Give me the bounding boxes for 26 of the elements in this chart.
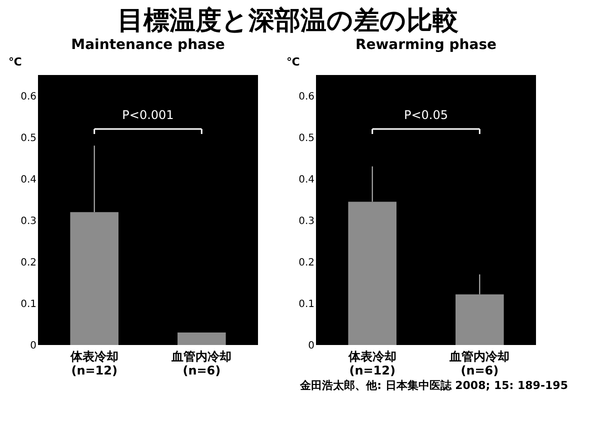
y-tick-label: 0.4 (20, 174, 36, 186)
y-tick-label: 0.5 (298, 132, 314, 144)
y-tick-label: 0.1 (20, 298, 36, 310)
x-tick-label: 体表冷却 (n=12) (69, 350, 118, 378)
y-axis-title: ℃ (286, 56, 300, 68)
chart-subtitle: Rewarming phase (355, 37, 497, 53)
annotation: P<0.001 (122, 108, 174, 122)
text: 金田浩太郎、他: 日本集中医誌 2008; 15: 189-195 (299, 379, 568, 392)
x-tick-label: 血管内冷却 (n=6) (170, 350, 232, 378)
x-tick-label: 血管内冷却 (n=6) (448, 350, 510, 378)
y-tick-label: 0.2 (298, 257, 314, 268)
y-tick-label: 0.6 (20, 91, 36, 102)
y-tick-label: 0.1 (298, 298, 314, 310)
y-tick-label: 0.3 (20, 216, 36, 227)
chart-title: 目標温度と深部温の差の比較 (118, 6, 460, 36)
y-tick-label: 0.5 (20, 132, 36, 144)
chart-subtitle: Maintenance phase (71, 37, 225, 53)
y-tick-label: 0 (30, 340, 36, 352)
y-axis-title: ℃ (8, 56, 22, 68)
y-tick-label: 0.3 (298, 216, 314, 227)
y-tick-label: 0.4 (298, 174, 314, 186)
y-tick-label: 0 (308, 340, 314, 352)
annotation: P<0.05 (404, 108, 448, 122)
y-tick-label: 0.6 (298, 91, 314, 102)
x-tick-label: 体表冷却 (n=12) (347, 350, 396, 378)
y-tick-label: 0.2 (20, 257, 36, 268)
